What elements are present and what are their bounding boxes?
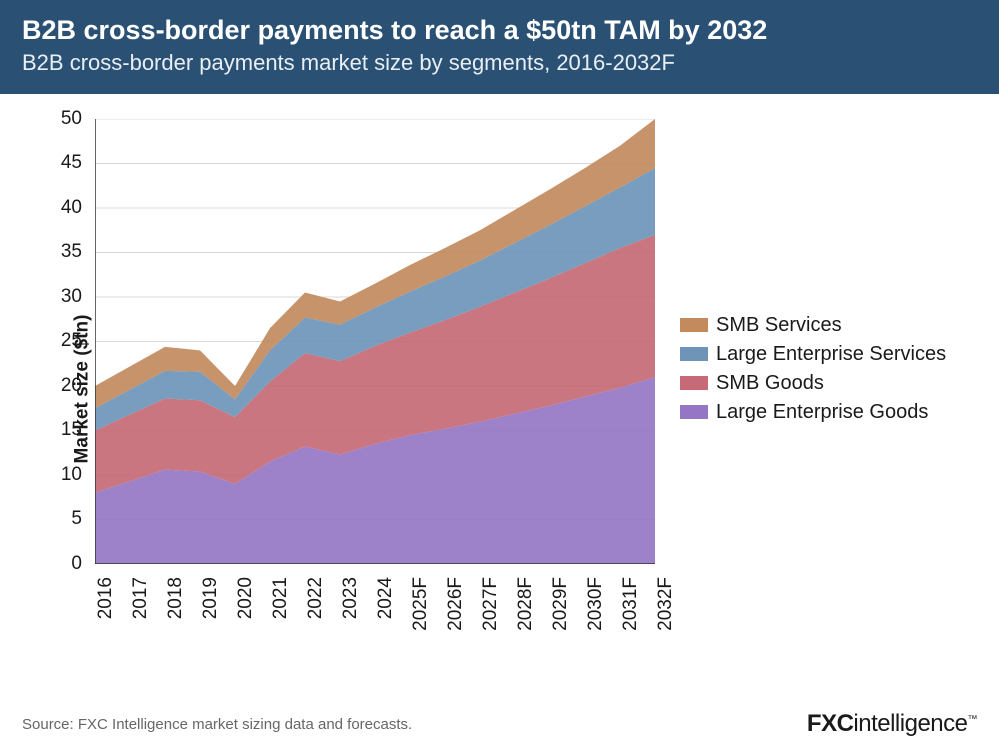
- y-tick-label: 40: [61, 197, 82, 219]
- chart-area: Market size ($tn) 05101520253035404550 2…: [0, 94, 999, 684]
- x-tick-label: 2020: [235, 577, 257, 619]
- legend-item: Large Enterprise Services: [680, 343, 990, 366]
- x-tick-label: 2023: [340, 577, 362, 619]
- x-tick-label: 2019: [200, 577, 222, 619]
- y-tick-label: 50: [61, 108, 82, 130]
- legend-label: Large Enterprise Goods: [716, 401, 928, 424]
- legend-item: SMB Goods: [680, 372, 990, 395]
- x-tick-label: 2017: [130, 577, 152, 619]
- plot-region: [95, 119, 655, 564]
- y-tick-label: 5: [71, 508, 82, 530]
- legend-item: Large Enterprise Goods: [680, 401, 990, 424]
- footer: Source: FXC Intelligence market sizing d…: [0, 699, 999, 749]
- y-tick-label: 35: [61, 241, 82, 263]
- brand-rest: intelligence: [853, 710, 967, 737]
- legend-swatch: [680, 318, 708, 332]
- y-tick-label: 10: [61, 464, 82, 486]
- chart-subtitle: B2B cross-border payments market size by…: [22, 50, 977, 76]
- legend-item: SMB Services: [680, 314, 990, 337]
- x-tick-label: 2018: [165, 577, 187, 619]
- brand-logo: FXCintelligence™: [807, 710, 977, 738]
- x-tick-label: 2027F: [480, 577, 502, 631]
- legend-swatch: [680, 376, 708, 390]
- x-tick-label: 2024: [375, 577, 397, 619]
- y-tick-label: 45: [61, 152, 82, 174]
- y-tick-label: 15: [61, 419, 82, 441]
- x-tick-label: 2026F: [445, 577, 467, 631]
- chart-header: B2B cross-border payments to reach a $50…: [0, 0, 999, 94]
- legend-swatch: [680, 405, 708, 419]
- x-tick-label: 2028F: [515, 577, 537, 631]
- x-tick-label: 2031F: [620, 577, 642, 631]
- x-tick-label: 2021: [270, 577, 292, 619]
- trademark-icon: ™: [968, 714, 978, 725]
- x-tick-label: 2022: [305, 577, 327, 619]
- legend-label: SMB Goods: [716, 372, 824, 395]
- legend-swatch: [680, 347, 708, 361]
- x-tick-label: 2032F: [655, 577, 677, 631]
- source-text: Source: FXC Intelligence market sizing d…: [22, 716, 412, 733]
- x-tick-label: 2030F: [585, 577, 607, 631]
- y-tick-label: 30: [61, 286, 82, 308]
- legend-label: SMB Services: [716, 314, 842, 337]
- legend: SMB Services Large Enterprise Services SMB…: [680, 314, 990, 430]
- x-tick-label: 2016: [95, 577, 117, 619]
- chart-title: B2B cross-border payments to reach a $50…: [22, 14, 977, 48]
- x-tick-label: 2029F: [550, 577, 572, 631]
- y-tick-label: 20: [61, 375, 82, 397]
- x-axis-ticks: 2016 2017 2018 2019 2020 2021 2022 2023 2024 2025…: [95, 569, 655, 669]
- stacked-area-svg: [95, 119, 655, 564]
- brand-bold: FXC: [807, 710, 854, 737]
- y-tick-label: 25: [61, 330, 82, 352]
- legend-label: Large Enterprise Services: [716, 343, 946, 366]
- x-tick-label: 2025F: [410, 577, 432, 631]
- y-axis-ticks: 05101520253035404550: [0, 119, 90, 564]
- y-tick-label: 0: [71, 553, 82, 575]
